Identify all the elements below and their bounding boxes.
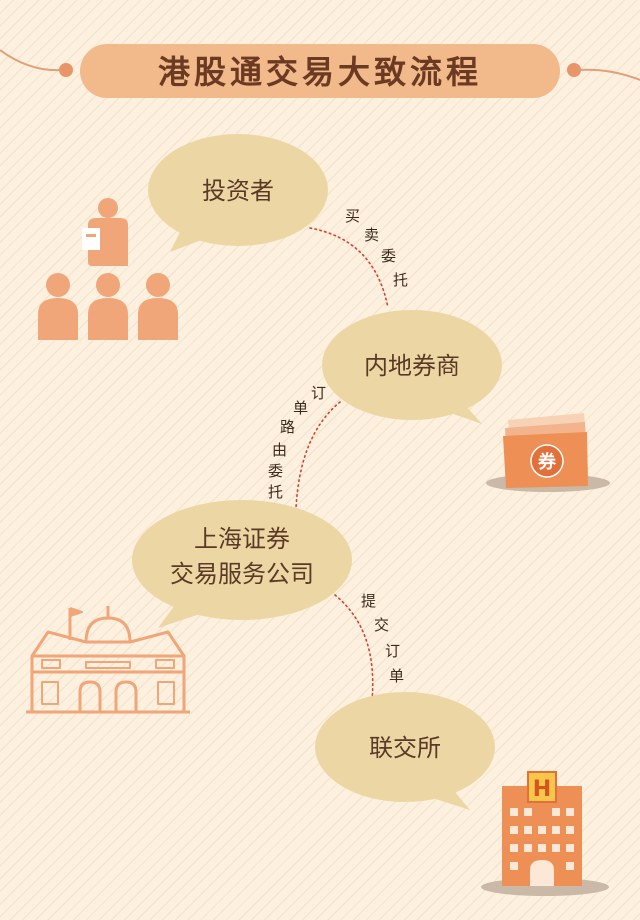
- svg-text:委: 委: [268, 462, 283, 480]
- coupon-icon: 券: [486, 413, 610, 492]
- coupon-label: 券: [537, 451, 557, 473]
- svg-text:路: 路: [280, 418, 295, 436]
- node-investor: 投资者: [148, 134, 328, 252]
- svg-text:单: 单: [389, 667, 404, 685]
- svg-text:交: 交: [374, 616, 389, 634]
- svg-text:托: 托: [393, 271, 408, 289]
- node-sh-company-label-line1: 上海证券: [194, 525, 290, 553]
- node-exchange: 联交所: [315, 692, 495, 810]
- hotel-h-label: H: [533, 777, 551, 802]
- svg-text:买: 买: [345, 207, 360, 225]
- building-icon: [26, 606, 190, 714]
- node-sh-company: 上海证券 交易服务公司: [132, 500, 352, 628]
- line-company-exchange: [334, 594, 374, 701]
- node-broker-label: 内地券商: [364, 352, 460, 380]
- page-title: 港股通交易大致流程: [158, 53, 482, 91]
- exchange-building-icon: H: [481, 771, 609, 896]
- svg-text:托: 托: [268, 483, 283, 501]
- people-icon: [38, 198, 178, 340]
- flow-lines: [295, 227, 389, 701]
- node-exchange-label: 联交所: [369, 734, 441, 762]
- node-broker: 内地券商: [322, 310, 502, 424]
- node-sh-company-label-line2: 交易服务公司: [170, 560, 314, 588]
- svg-text:订: 订: [385, 642, 400, 660]
- node-investor-label: 投资者: [202, 177, 274, 205]
- edge-label-buy-sell-order: 买 卖 委 托: [345, 207, 408, 289]
- svg-text:单: 单: [293, 399, 308, 417]
- edge-label-order-routing: 订 单 路 由 委 托: [268, 384, 326, 501]
- line-broker-company: [295, 401, 341, 509]
- edge-label-submit-order: 提 交 订 单: [361, 592, 404, 685]
- svg-text:订: 订: [311, 384, 326, 402]
- title-banner: 港股通交易大致流程: [0, 44, 640, 98]
- svg-text:由: 由: [272, 441, 287, 459]
- line-investor-broker: [309, 227, 389, 309]
- svg-text:委: 委: [381, 247, 396, 265]
- svg-text:提: 提: [361, 592, 376, 610]
- svg-text:卖: 卖: [364, 226, 379, 244]
